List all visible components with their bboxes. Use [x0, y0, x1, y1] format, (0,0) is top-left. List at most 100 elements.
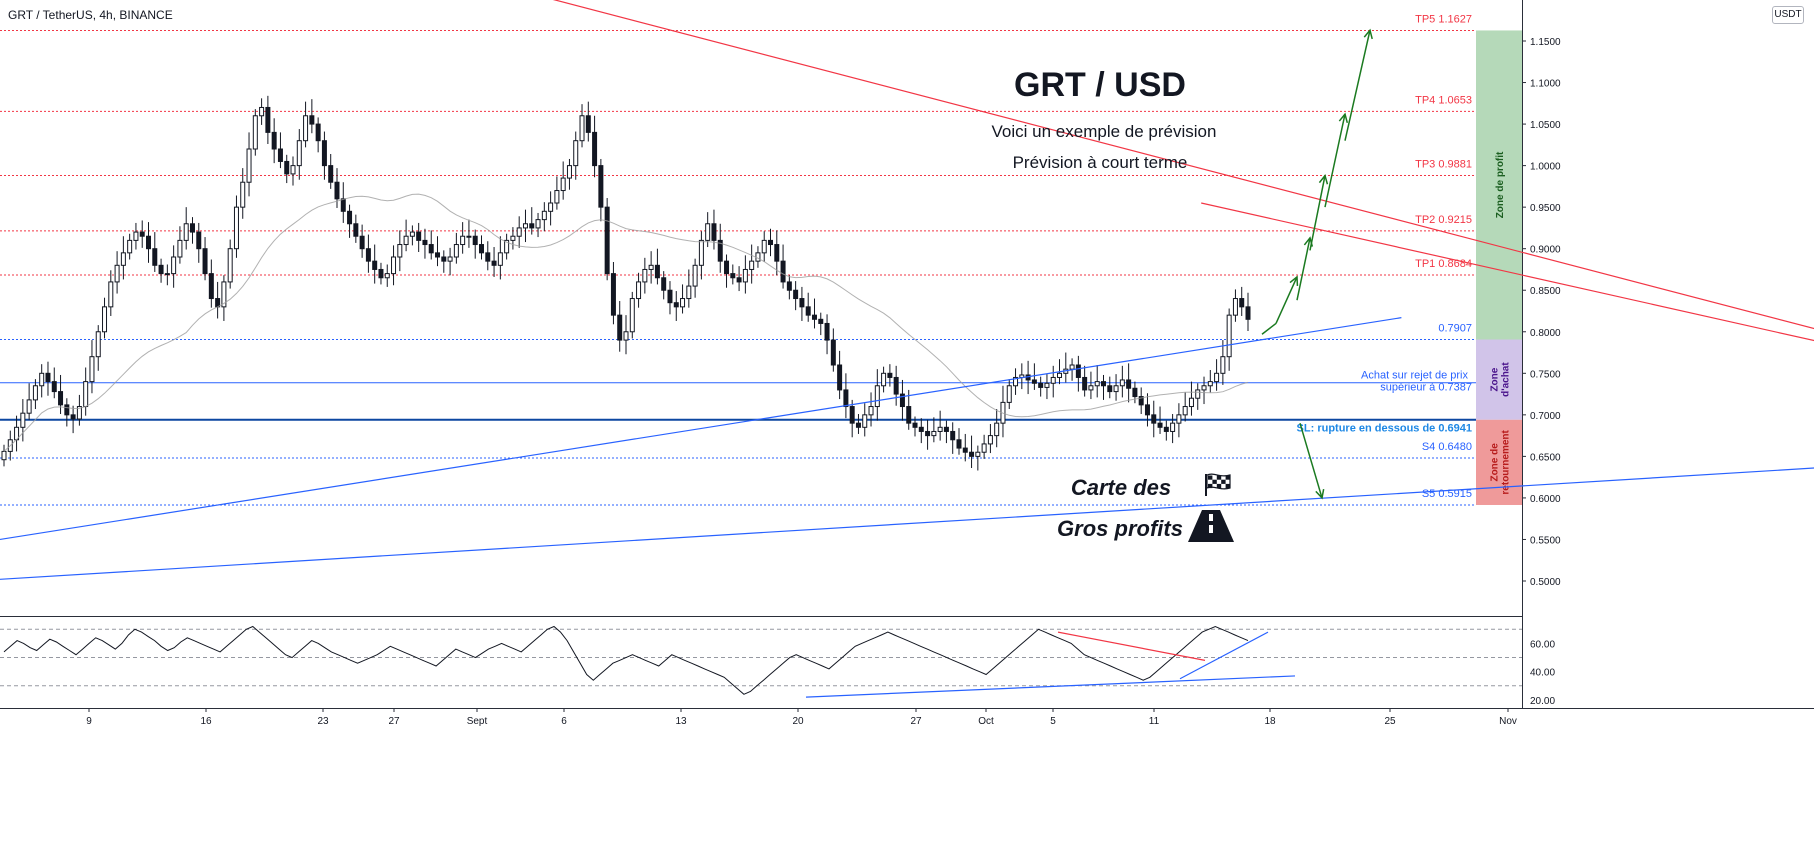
flag-square — [1216, 483, 1222, 489]
candle-body — [749, 260, 755, 270]
candle-body — [1151, 414, 1157, 424]
candle-body — [139, 231, 145, 237]
price-tick-label: 0.8500 — [1530, 286, 1561, 297]
candle-body — [45, 372, 51, 383]
candle-body — [20, 412, 26, 428]
candle-body — [347, 210, 353, 225]
candle-body — [328, 165, 334, 183]
candle-body — [1057, 372, 1063, 378]
candle-body — [686, 285, 692, 300]
forecast-arrow-2 — [1309, 175, 1326, 251]
candle-body — [321, 140, 327, 167]
zone-label-text: Zone — [1490, 367, 1501, 391]
candle-body — [711, 223, 717, 241]
candle-body — [830, 339, 836, 366]
price-tick-label: 0.5000 — [1530, 577, 1561, 588]
candle-body — [755, 252, 761, 262]
candle-body — [906, 406, 912, 424]
candle-body — [58, 391, 64, 406]
candle-body — [259, 106, 265, 117]
candle-body — [1144, 404, 1150, 416]
candle-body — [855, 422, 861, 428]
candle-body — [673, 302, 679, 308]
level-label-2: supérieur à 0.7387 — [1380, 382, 1472, 394]
candle-body — [252, 115, 258, 150]
time-tick-label: 6 — [561, 716, 567, 727]
zone-block-0 — [1476, 30, 1522, 340]
zone-label-2: Zone de retournement — [1490, 429, 1512, 494]
candle-body — [768, 239, 774, 246]
candle-body — [89, 356, 95, 383]
zone-label-1: Zone d'achat — [1490, 362, 1512, 397]
candle-body — [642, 268, 648, 283]
zone-label-text: retournement — [1501, 429, 1512, 494]
candle-body — [1013, 376, 1019, 387]
candle-body — [818, 318, 824, 324]
level-label: TP3 0.9881 — [1415, 159, 1472, 171]
candle-body — [102, 306, 108, 333]
candle-body — [1195, 389, 1201, 399]
candle-body — [1170, 422, 1176, 432]
candle-body — [654, 264, 660, 279]
forecast-arrow-4 — [1344, 30, 1371, 141]
candle-body — [604, 206, 610, 275]
level-label: Achat sur rejet de prix — [1361, 370, 1468, 382]
candle-body — [334, 181, 340, 200]
candle-body — [127, 239, 133, 254]
candle-body — [592, 131, 598, 167]
candle-body — [1138, 396, 1144, 406]
level-label: TP4 1.0653 — [1415, 94, 1472, 106]
price-tick-label: 0.6000 — [1530, 494, 1561, 505]
candle-body — [428, 244, 434, 254]
checkered-flag-icon — [1205, 473, 1231, 496]
candle-body — [705, 223, 711, 241]
candle-body — [422, 239, 428, 246]
candle-body — [1157, 422, 1163, 428]
price-tick-label: 0.8000 — [1530, 328, 1561, 339]
time-tick-label: Oct — [978, 716, 994, 727]
time-tick-label: 25 — [1384, 716, 1396, 727]
candle-body — [724, 260, 730, 275]
candle-body — [114, 264, 120, 283]
candle-body — [874, 385, 880, 408]
candle-body — [648, 264, 654, 270]
candle-body — [912, 422, 918, 428]
candle-body — [39, 372, 45, 387]
level-label: 0.7907 — [1438, 322, 1472, 334]
candle-body — [497, 252, 503, 266]
currency-button[interactable]: USDT — [1772, 6, 1804, 24]
candle-body — [504, 239, 510, 254]
candle-body — [271, 131, 277, 150]
candle-body — [384, 273, 390, 279]
candle-body — [610, 273, 616, 316]
candle-body — [573, 140, 579, 167]
time-tick-label: 27 — [388, 716, 400, 727]
candle-body — [26, 399, 32, 414]
candle-body — [1214, 372, 1220, 383]
candle-body — [1188, 397, 1194, 408]
candle-body — [805, 306, 811, 316]
flag-square — [1208, 483, 1213, 489]
forecast-arrowhead-4 — [1363, 28, 1373, 40]
candle-body — [290, 165, 296, 175]
candle-body — [196, 231, 202, 250]
candle-body — [453, 244, 459, 258]
candle-body — [585, 115, 591, 133]
candle-body — [460, 235, 466, 246]
candle-body — [987, 435, 993, 445]
zone-block-2 — [1476, 419, 1522, 505]
candle-body — [1245, 306, 1251, 320]
candle-body — [680, 298, 686, 308]
candle-body — [1132, 387, 1138, 398]
rsi-line — [3, 625, 1249, 695]
time-tick-label: 20 — [792, 716, 804, 727]
forecast-arrow-0 — [1275, 276, 1298, 324]
candle-body — [391, 256, 397, 275]
candle-body — [202, 248, 208, 275]
candle-body — [774, 244, 780, 262]
candle-body — [120, 252, 126, 266]
candle-body — [1088, 385, 1094, 391]
chart-subtitle-2: Prévision à court terme — [1013, 153, 1188, 172]
